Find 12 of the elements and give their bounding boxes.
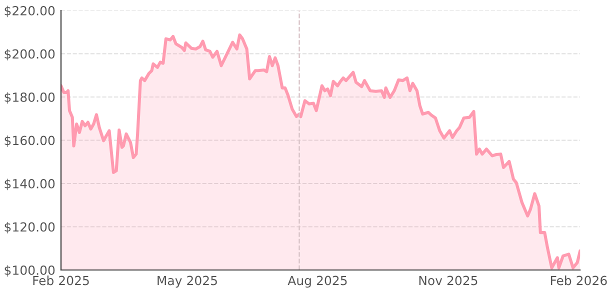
- y-tick-label: $220.00: [4, 6, 55, 18]
- x-tick-label: May 2025: [158, 276, 217, 288]
- y-tick-label: $120.00: [4, 222, 55, 234]
- y-tick-label: $100.00: [4, 265, 55, 277]
- x-tick-label: Feb 2026: [550, 276, 607, 286]
- y-tick-label: $200.00: [4, 49, 55, 60]
- x-tick-label: Feb 2025: [33, 276, 89, 286]
- y-tick-label: $180.00: [4, 92, 55, 104]
- y-tick-label: $140.00: [4, 178, 55, 190]
- x-tick-label: Aug 2025: [288, 276, 347, 288]
- y-tick-label: $160.00: [4, 136, 55, 147]
- x-tick-label: Nov 2025: [419, 276, 478, 286]
